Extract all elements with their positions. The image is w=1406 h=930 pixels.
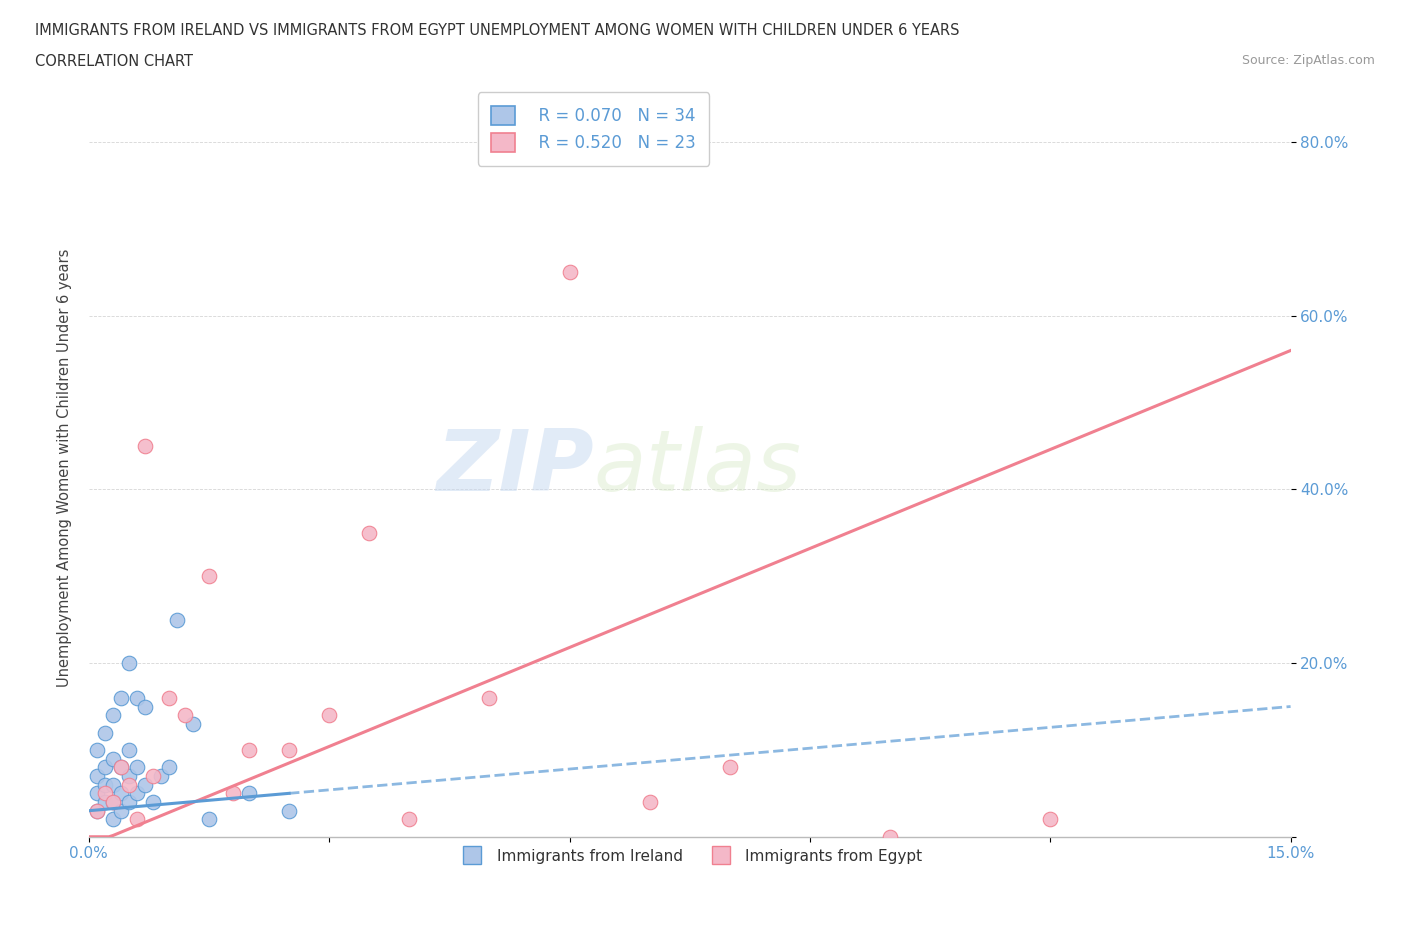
Point — [101, 777, 124, 792]
Point — [157, 760, 180, 775]
Point — [134, 439, 156, 454]
Point — [238, 786, 260, 801]
Point — [101, 708, 124, 723]
Point — [174, 708, 197, 723]
Point — [134, 777, 156, 792]
Point — [166, 612, 188, 627]
Point — [718, 760, 741, 775]
Point — [125, 786, 148, 801]
Point — [1039, 812, 1062, 827]
Point — [94, 786, 117, 801]
Point — [198, 569, 221, 584]
Point — [101, 794, 124, 809]
Point — [142, 794, 165, 809]
Point — [86, 804, 108, 818]
Point — [86, 768, 108, 783]
Point — [110, 760, 132, 775]
Point — [238, 742, 260, 757]
Text: Source: ZipAtlas.com: Source: ZipAtlas.com — [1241, 54, 1375, 67]
Point — [101, 812, 124, 827]
Text: ZIP: ZIP — [436, 426, 593, 510]
Y-axis label: Unemployment Among Women with Children Under 6 years: Unemployment Among Women with Children U… — [58, 248, 72, 687]
Point — [101, 751, 124, 766]
Point — [134, 699, 156, 714]
Point — [86, 786, 108, 801]
Point — [110, 786, 132, 801]
Point — [118, 656, 141, 671]
Text: CORRELATION CHART: CORRELATION CHART — [35, 54, 193, 69]
Point — [278, 804, 301, 818]
Point — [125, 760, 148, 775]
Point — [398, 812, 420, 827]
Point — [125, 812, 148, 827]
Text: atlas: atlas — [593, 426, 801, 510]
Point — [359, 525, 381, 540]
Point — [118, 777, 141, 792]
Point — [118, 768, 141, 783]
Point — [110, 804, 132, 818]
Point — [142, 768, 165, 783]
Point — [94, 760, 117, 775]
Point — [86, 742, 108, 757]
Point — [157, 690, 180, 705]
Point — [181, 716, 204, 731]
Text: IMMIGRANTS FROM IRELAND VS IMMIGRANTS FROM EGYPT UNEMPLOYMENT AMONG WOMEN WITH C: IMMIGRANTS FROM IRELAND VS IMMIGRANTS FR… — [35, 23, 960, 38]
Point — [101, 794, 124, 809]
Point — [86, 804, 108, 818]
Point — [222, 786, 245, 801]
Point — [558, 265, 581, 280]
Legend: Immigrants from Ireland, Immigrants from Egypt: Immigrants from Ireland, Immigrants from… — [451, 843, 928, 870]
Point — [879, 830, 901, 844]
Point — [278, 742, 301, 757]
Point — [149, 768, 172, 783]
Point — [110, 690, 132, 705]
Point — [110, 760, 132, 775]
Point — [318, 708, 340, 723]
Point — [94, 725, 117, 740]
Point — [118, 794, 141, 809]
Point — [125, 690, 148, 705]
Point — [478, 690, 501, 705]
Point — [198, 812, 221, 827]
Point — [94, 777, 117, 792]
Point — [118, 742, 141, 757]
Point — [94, 794, 117, 809]
Point — [638, 794, 661, 809]
